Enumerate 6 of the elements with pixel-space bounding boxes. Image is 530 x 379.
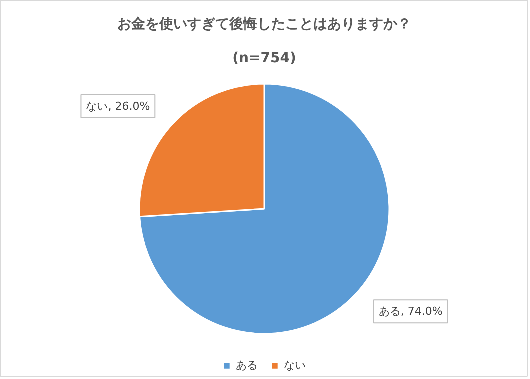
legend-label: ある: [236, 358, 258, 373]
data-label: ある, 74.0%: [378, 305, 443, 318]
chart-subtitle: (n=754): [232, 50, 296, 66]
data-label: ない, 26.0%: [86, 100, 150, 113]
chart-title: お金を使いすぎて後悔したことはありますか？: [118, 16, 412, 32]
legend-label: ない: [284, 358, 306, 373]
